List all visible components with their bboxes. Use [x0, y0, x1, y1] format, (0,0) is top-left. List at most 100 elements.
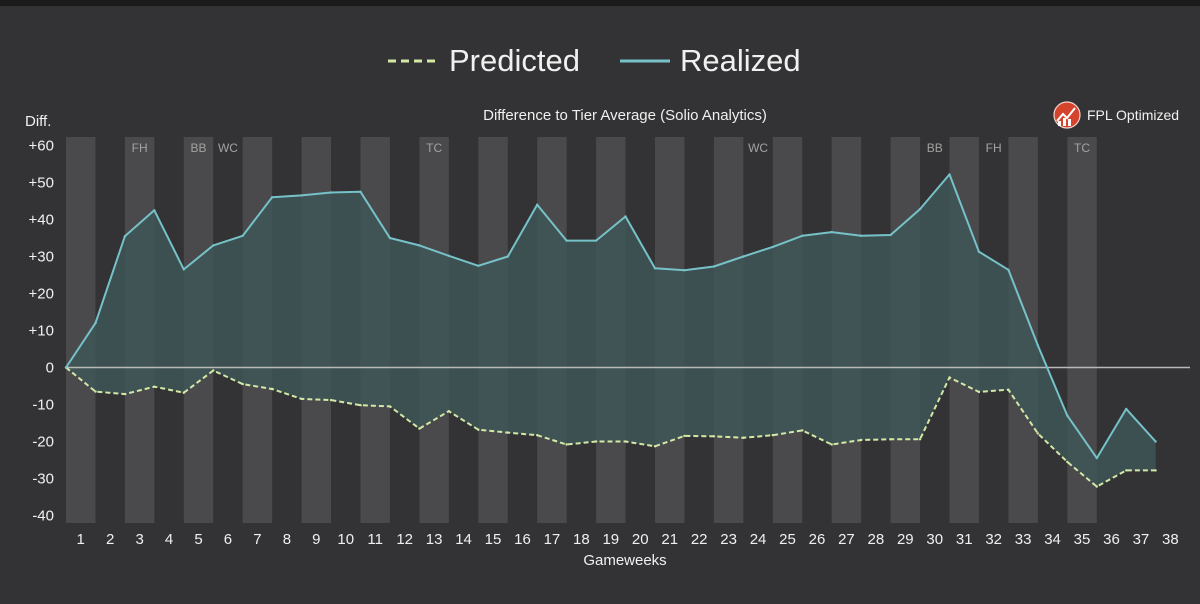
- legend-item-predicted: Predicted: [388, 43, 580, 78]
- y-tick-label: +10: [29, 323, 54, 340]
- data-point-predicted: [1007, 388, 1010, 391]
- data-point-predicted: [977, 390, 981, 394]
- chip-annotation: BB: [191, 141, 207, 155]
- series-line-realized: [65, 173, 1157, 460]
- data-point-predicted: [889, 438, 892, 441]
- series-line-predicted: [65, 366, 1156, 488]
- data-point-realized: [801, 234, 804, 237]
- data-point-predicted: [1154, 469, 1157, 472]
- data-point-realized: [1007, 268, 1010, 271]
- data-point-realized: [742, 255, 745, 258]
- data-point-realized: [565, 239, 568, 242]
- data-point-predicted: [594, 440, 598, 443]
- x-tick-label: 38: [1162, 531, 1179, 548]
- data-point-realized: [771, 245, 774, 249]
- chip-annotation: WC: [748, 141, 768, 155]
- x-tick-label: 20: [632, 531, 649, 548]
- data-point-predicted: [270, 387, 274, 391]
- x-tick-label: 8: [283, 531, 291, 548]
- x-tick-label: 24: [750, 531, 767, 548]
- x-tick-label: 6: [224, 531, 232, 548]
- data-point-realized: [1066, 414, 1069, 417]
- y-tick-label: -10: [32, 397, 54, 414]
- x-axis-label: Gameweeks: [583, 552, 666, 569]
- chip-annotation: WC: [218, 141, 238, 155]
- data-point-predicted: [565, 443, 568, 446]
- data-point-predicted: [918, 438, 922, 441]
- data-point-predicted: [653, 445, 657, 448]
- x-tick-label: 14: [455, 531, 472, 548]
- x-tick-label: 34: [1044, 531, 1061, 548]
- x-tick-label: 16: [514, 531, 531, 548]
- x-tick-label: 13: [426, 531, 443, 548]
- data-point-realized: [153, 209, 156, 212]
- data-point-predicted: [1125, 469, 1128, 472]
- x-tick-label: 28: [868, 531, 885, 548]
- x-tick-label: 4: [165, 531, 173, 548]
- y-tick-label: -30: [32, 471, 54, 488]
- data-point-realized: [300, 194, 303, 197]
- x-tick-label: 3: [135, 531, 143, 548]
- x-tick-label: 15: [485, 531, 502, 548]
- data-point-predicted: [418, 427, 421, 430]
- y-tick-label: +20: [29, 286, 54, 303]
- data-point-realized: [241, 234, 244, 237]
- data-point-realized: [1095, 456, 1099, 460]
- data-point-realized: [388, 236, 392, 240]
- data-point-realized: [418, 244, 421, 247]
- data-point-predicted: [212, 369, 215, 372]
- x-tick-label: 30: [926, 531, 943, 548]
- x-tick-label: 11: [367, 531, 383, 548]
- data-point-realized: [830, 230, 833, 234]
- chip-annotation: FH: [986, 141, 1002, 155]
- chip-annotation: BB: [927, 141, 943, 155]
- data-point-realized: [1125, 407, 1128, 411]
- legend-label-predicted: Predicted: [449, 43, 580, 78]
- data-point-predicted: [182, 391, 185, 394]
- data-point-realized: [536, 203, 539, 206]
- fpl-optimized-logo-icon: [1053, 101, 1081, 129]
- data-point-predicted: [948, 376, 951, 379]
- data-point-predicted: [94, 390, 97, 393]
- data-point-predicted: [359, 404, 362, 407]
- x-tick-label: 35: [1074, 531, 1091, 548]
- data-point-realized: [859, 234, 863, 237]
- data-point-predicted: [447, 410, 450, 413]
- chip-annotation: TC: [426, 141, 442, 155]
- data-point-realized: [918, 207, 922, 211]
- data-point-realized: [948, 173, 951, 176]
- data-point-realized: [594, 239, 598, 242]
- chip-annotations: FH BB WC TC WC BB FH TC: [132, 141, 1091, 155]
- data-point-realized: [1154, 440, 1157, 443]
- series-lines: [65, 173, 1157, 488]
- x-tick-label: 19: [602, 531, 619, 548]
- legend: Predicted Realized: [388, 43, 801, 78]
- data-point-realized: [624, 215, 627, 218]
- y-axis-ticks: +60 +50 +40 +30 +20 +10 0 -10 -20 -30 -40: [29, 138, 54, 525]
- data-point-predicted: [477, 428, 480, 431]
- chip-annotation: TC: [1074, 141, 1090, 155]
- data-point-realized: [653, 267, 657, 270]
- x-tick-label: 23: [720, 531, 737, 548]
- data-point-predicted: [742, 436, 745, 439]
- y-tick-label: +60: [29, 138, 54, 155]
- y-tick-label: +50: [29, 175, 54, 192]
- data-point-predicted: [329, 398, 333, 402]
- x-tick-label: 9: [312, 531, 320, 548]
- x-tick-label: 22: [691, 531, 708, 548]
- chip-annotation: FH: [132, 141, 148, 155]
- y-tick-label: +40: [29, 212, 54, 229]
- series-points: [64, 173, 1157, 488]
- y-tick-label: 0: [46, 360, 54, 377]
- data-point-predicted: [830, 443, 833, 446]
- x-tick-label: 29: [897, 531, 914, 548]
- x-tick-label: 36: [1103, 531, 1120, 548]
- data-point-predicted: [683, 434, 686, 438]
- top-bar: [0, 0, 1200, 6]
- data-point-predicted: [506, 431, 509, 434]
- legend-label-realized: Realized: [680, 43, 801, 78]
- x-axis-ticks: 1 2 3 4 5 6 7 8 9 10 11 12 13 14 15 16 17 18 19 20 21 22 23 24 2…: [77, 531, 1179, 548]
- data-point-predicted: [241, 382, 244, 386]
- data-point-predicted: [771, 434, 774, 437]
